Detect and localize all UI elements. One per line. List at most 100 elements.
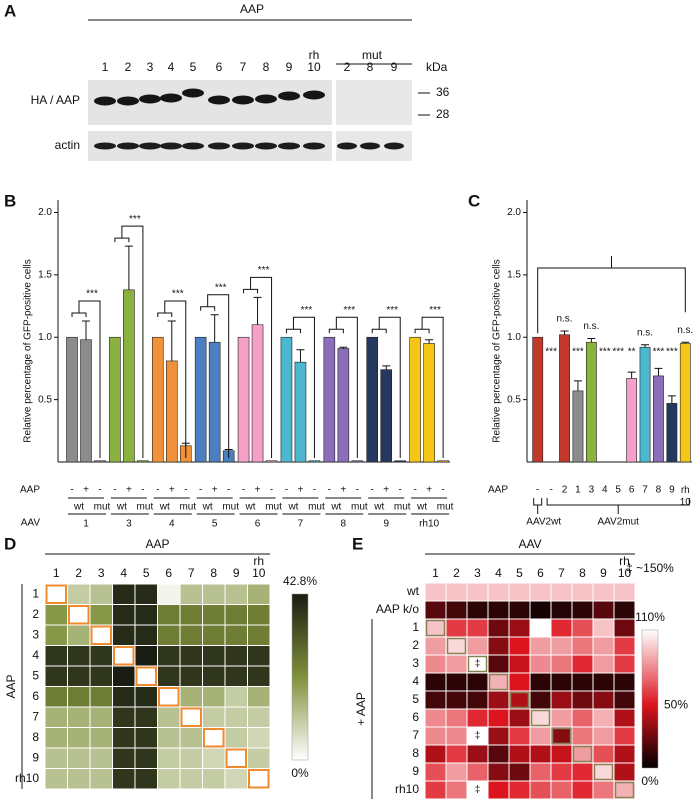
bar (151, 336, 164, 463)
column-label: 9 (600, 566, 607, 580)
aap-label: + (298, 485, 304, 496)
heatmap-cell (445, 780, 468, 800)
colorbar (291, 593, 309, 761)
row-label: 6 (32, 689, 39, 703)
heatmap-cell (445, 708, 468, 728)
error-bar (627, 371, 636, 379)
heatmap-cell (613, 582, 636, 602)
sig-bracket (243, 276, 273, 458)
colorbar-label: 0% (641, 774, 659, 788)
aap-label: + (212, 485, 218, 496)
sig-bracket (114, 225, 144, 458)
bar (137, 460, 149, 463)
heatmap-cell (592, 636, 615, 656)
bar (666, 403, 678, 463)
heatmap-cell (224, 747, 248, 769)
bar (251, 324, 264, 463)
heatmap-cell (487, 708, 510, 728)
panel-label: D (4, 534, 16, 553)
row-label: AAP k/o (376, 602, 419, 616)
heatmap-cell (529, 672, 552, 692)
heatmap-cell (134, 624, 158, 646)
aap-label: - (413, 485, 416, 496)
diagonal-highlight (180, 707, 202, 727)
row-label: rh10 (395, 782, 419, 796)
heatmap-cell (571, 654, 594, 674)
row-label: 2 (32, 607, 39, 621)
y-axis-label: Relative percentage of GFP-positive cell… (23, 259, 34, 442)
aap-label: - (184, 485, 187, 496)
bar (423, 343, 435, 463)
heatmap-cell (247, 747, 271, 769)
diagonal-highlight (248, 769, 270, 789)
heatmap-cell (487, 618, 510, 638)
aap-label: - (156, 485, 159, 496)
group-label: 9 (383, 519, 389, 530)
error-bar (425, 339, 434, 344)
error-bar (124, 245, 133, 290)
diagonal-highlight (530, 709, 551, 727)
heatmap-cell (202, 604, 226, 626)
heatmap-cell (424, 744, 447, 764)
significance: n.s. (677, 325, 693, 336)
heatmap-cell (67, 727, 91, 749)
actin-band (182, 142, 204, 150)
actin-band (160, 142, 182, 150)
category-label: 5 (615, 485, 621, 496)
heatmap-cell (592, 672, 615, 692)
aav-label: mut (94, 502, 111, 513)
bar (437, 460, 449, 463)
heatmap-cell (445, 690, 468, 710)
y-tick-label: 1.0 (507, 332, 521, 343)
heatmap-cell (89, 665, 113, 687)
sig-bracket (285, 316, 315, 458)
column-label: 6 (537, 566, 544, 580)
heatmap-cell (613, 762, 636, 782)
significance: *** (612, 347, 624, 358)
significance: n.s. (637, 327, 653, 338)
blot-band (182, 88, 204, 98)
heatmap-cell (613, 672, 636, 692)
heatmap-cell (247, 727, 271, 749)
group-label: 7 (298, 519, 304, 530)
heatmap-cell (466, 762, 489, 782)
lane-label: 2 (125, 60, 132, 74)
heatmap-cell (179, 706, 203, 728)
error-bar (587, 337, 596, 343)
heatmap-cell (508, 708, 531, 728)
heatmap-cell (508, 672, 531, 692)
category-label: 7 (642, 485, 648, 496)
heatmap-cell (445, 726, 468, 746)
heatmap-cell (247, 706, 271, 728)
heatmap-cell (67, 645, 91, 667)
heatmap-cell (571, 726, 594, 746)
group-brace (546, 498, 690, 514)
heatmap-cell (508, 654, 531, 674)
heatmap-cell (157, 583, 181, 605)
heatmap-cell (571, 708, 594, 728)
colorbar-label: 110% (635, 610, 665, 624)
heatmap-cell (67, 665, 91, 687)
bar (337, 348, 350, 463)
y-axis-label: Relative percentage of GFP-positive cell… (492, 259, 503, 442)
heatmap-cell (89, 706, 113, 728)
error-bar (560, 330, 569, 335)
heatmap-cell (134, 747, 158, 769)
heatmap-cell (67, 747, 91, 769)
significance: *** (258, 265, 270, 276)
heatmap-cell (424, 654, 447, 674)
heatmap-cell (613, 690, 636, 710)
actin-band (384, 142, 404, 150)
column-label: 3 (98, 566, 105, 580)
heatmap-cell (247, 624, 271, 646)
comparison-bracket (537, 256, 686, 334)
heatmap-cell (592, 690, 615, 710)
heatmap-cell (592, 618, 615, 638)
aap-label: - (313, 485, 316, 496)
column-label: 9 (233, 566, 240, 580)
heatmap-cell (89, 747, 113, 769)
heatmap-cell (157, 645, 181, 667)
heatmap-cell (445, 654, 468, 674)
heatmap-cell (466, 672, 489, 692)
bar (80, 339, 92, 463)
